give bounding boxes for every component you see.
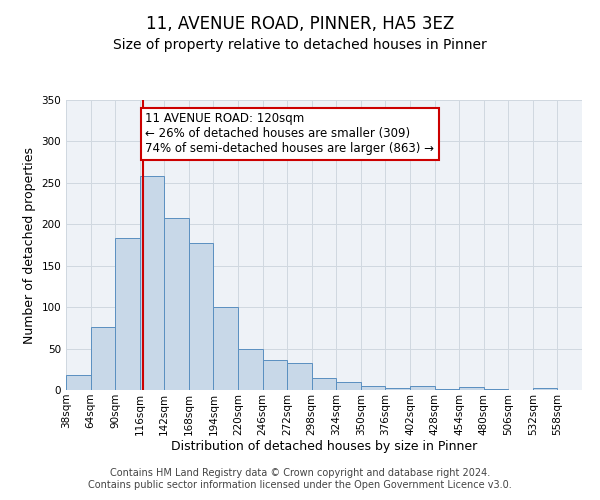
Bar: [238, 348, 263, 390]
Bar: [263, 360, 287, 390]
Bar: [115, 238, 140, 390]
Bar: [66, 375, 91, 390]
Bar: [189, 242, 214, 390]
Bar: [140, 176, 164, 390]
Bar: [434, 389, 459, 390]
Bar: [91, 327, 115, 390]
Text: 11, AVENUE ROAD, PINNER, HA5 3EZ: 11, AVENUE ROAD, PINNER, HA5 3EZ: [146, 15, 454, 33]
Bar: [459, 386, 484, 390]
Y-axis label: Number of detached properties: Number of detached properties: [23, 146, 36, 344]
Bar: [410, 386, 434, 390]
Bar: [361, 386, 385, 390]
Text: 11 AVENUE ROAD: 120sqm
← 26% of detached houses are smaller (309)
74% of semi-de: 11 AVENUE ROAD: 120sqm ← 26% of detached…: [145, 112, 434, 156]
Bar: [287, 364, 312, 390]
Text: Size of property relative to detached houses in Pinner: Size of property relative to detached ho…: [113, 38, 487, 52]
Bar: [533, 388, 557, 390]
Bar: [164, 218, 189, 390]
Text: Contains HM Land Registry data © Crown copyright and database right 2024.
Contai: Contains HM Land Registry data © Crown c…: [88, 468, 512, 490]
Bar: [312, 378, 336, 390]
Bar: [385, 388, 410, 390]
X-axis label: Distribution of detached houses by size in Pinner: Distribution of detached houses by size …: [171, 440, 477, 454]
Bar: [336, 382, 361, 390]
Bar: [214, 307, 238, 390]
Bar: [484, 389, 508, 390]
